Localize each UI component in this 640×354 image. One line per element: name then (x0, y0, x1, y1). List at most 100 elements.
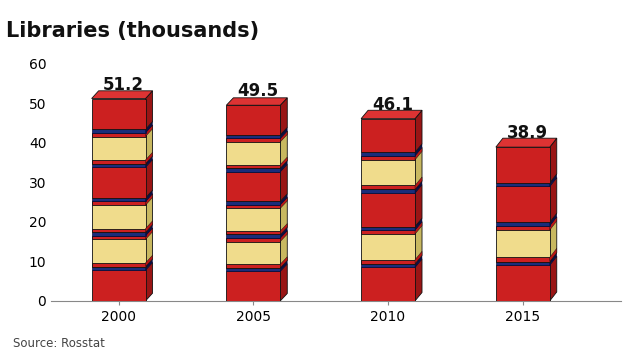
Polygon shape (227, 234, 280, 238)
Polygon shape (550, 217, 557, 230)
Polygon shape (415, 110, 422, 152)
Polygon shape (280, 223, 287, 234)
Bar (361, 156, 415, 160)
Polygon shape (280, 260, 287, 271)
Bar (227, 271, 280, 301)
Bar (496, 226, 550, 262)
Polygon shape (550, 138, 557, 183)
Polygon shape (280, 264, 287, 301)
Polygon shape (92, 164, 145, 167)
Polygon shape (550, 213, 557, 226)
Bar (227, 105, 280, 135)
Polygon shape (145, 221, 152, 232)
Polygon shape (280, 164, 287, 201)
Bar (92, 236, 145, 240)
Polygon shape (145, 156, 152, 167)
Text: C: C (582, 327, 593, 342)
Polygon shape (550, 256, 557, 301)
Polygon shape (145, 159, 152, 198)
Polygon shape (550, 217, 557, 262)
Bar (92, 236, 145, 267)
Bar (92, 229, 145, 232)
Bar (92, 98, 145, 129)
Polygon shape (415, 147, 422, 160)
Polygon shape (280, 227, 287, 238)
Polygon shape (496, 183, 550, 187)
Bar (361, 185, 415, 189)
Polygon shape (361, 264, 415, 267)
Bar (227, 264, 280, 268)
Polygon shape (361, 189, 415, 193)
Text: Source: Rosstat: Source: Rosstat (13, 337, 105, 350)
Bar (227, 205, 280, 209)
Bar (227, 172, 280, 201)
Polygon shape (280, 98, 287, 135)
Polygon shape (280, 257, 287, 268)
Polygon shape (92, 232, 145, 236)
Polygon shape (415, 255, 422, 267)
Polygon shape (145, 262, 152, 301)
Bar (92, 133, 145, 164)
Bar (496, 257, 550, 262)
Polygon shape (361, 110, 422, 119)
Polygon shape (415, 147, 422, 189)
Polygon shape (415, 222, 422, 234)
Polygon shape (415, 144, 422, 156)
Bar (227, 165, 280, 168)
Polygon shape (145, 194, 152, 232)
Bar (361, 267, 415, 301)
Polygon shape (280, 131, 287, 142)
Bar (92, 270, 145, 301)
Bar (92, 201, 145, 232)
Text: Libraries (thousands): Libraries (thousands) (6, 21, 260, 41)
Polygon shape (227, 135, 280, 138)
Bar (227, 231, 280, 234)
Polygon shape (415, 184, 422, 227)
Polygon shape (145, 255, 152, 267)
Bar (361, 230, 415, 234)
Polygon shape (280, 198, 287, 209)
Polygon shape (92, 91, 152, 98)
Polygon shape (496, 222, 550, 226)
Polygon shape (227, 98, 287, 105)
Bar (227, 138, 280, 142)
Polygon shape (145, 125, 152, 137)
Polygon shape (227, 168, 280, 172)
Polygon shape (550, 253, 557, 265)
Bar (496, 226, 550, 230)
Text: B: B (479, 327, 490, 342)
Polygon shape (280, 198, 287, 234)
Bar (227, 205, 280, 234)
Polygon shape (227, 268, 280, 271)
Bar (361, 119, 415, 152)
Polygon shape (280, 231, 287, 268)
Polygon shape (280, 131, 287, 168)
Text: 51.2: 51.2 (102, 76, 143, 94)
Bar (227, 238, 280, 241)
Polygon shape (145, 228, 152, 240)
Polygon shape (145, 224, 152, 236)
Polygon shape (145, 228, 152, 267)
Bar (92, 160, 145, 164)
Bar (92, 133, 145, 137)
Bar (496, 265, 550, 301)
Polygon shape (145, 121, 152, 133)
Polygon shape (280, 127, 287, 138)
Polygon shape (92, 267, 145, 270)
Bar (227, 238, 280, 268)
Polygon shape (496, 262, 550, 265)
Polygon shape (361, 227, 415, 230)
Polygon shape (550, 174, 557, 187)
Polygon shape (415, 222, 422, 264)
Polygon shape (550, 177, 557, 222)
Polygon shape (415, 251, 422, 264)
Bar (227, 138, 280, 168)
Text: 38.9: 38.9 (507, 124, 548, 142)
Polygon shape (92, 198, 145, 201)
Polygon shape (280, 194, 287, 205)
Polygon shape (550, 249, 557, 262)
Bar (496, 147, 550, 183)
Polygon shape (92, 129, 145, 133)
Polygon shape (280, 157, 287, 168)
Polygon shape (280, 161, 287, 172)
